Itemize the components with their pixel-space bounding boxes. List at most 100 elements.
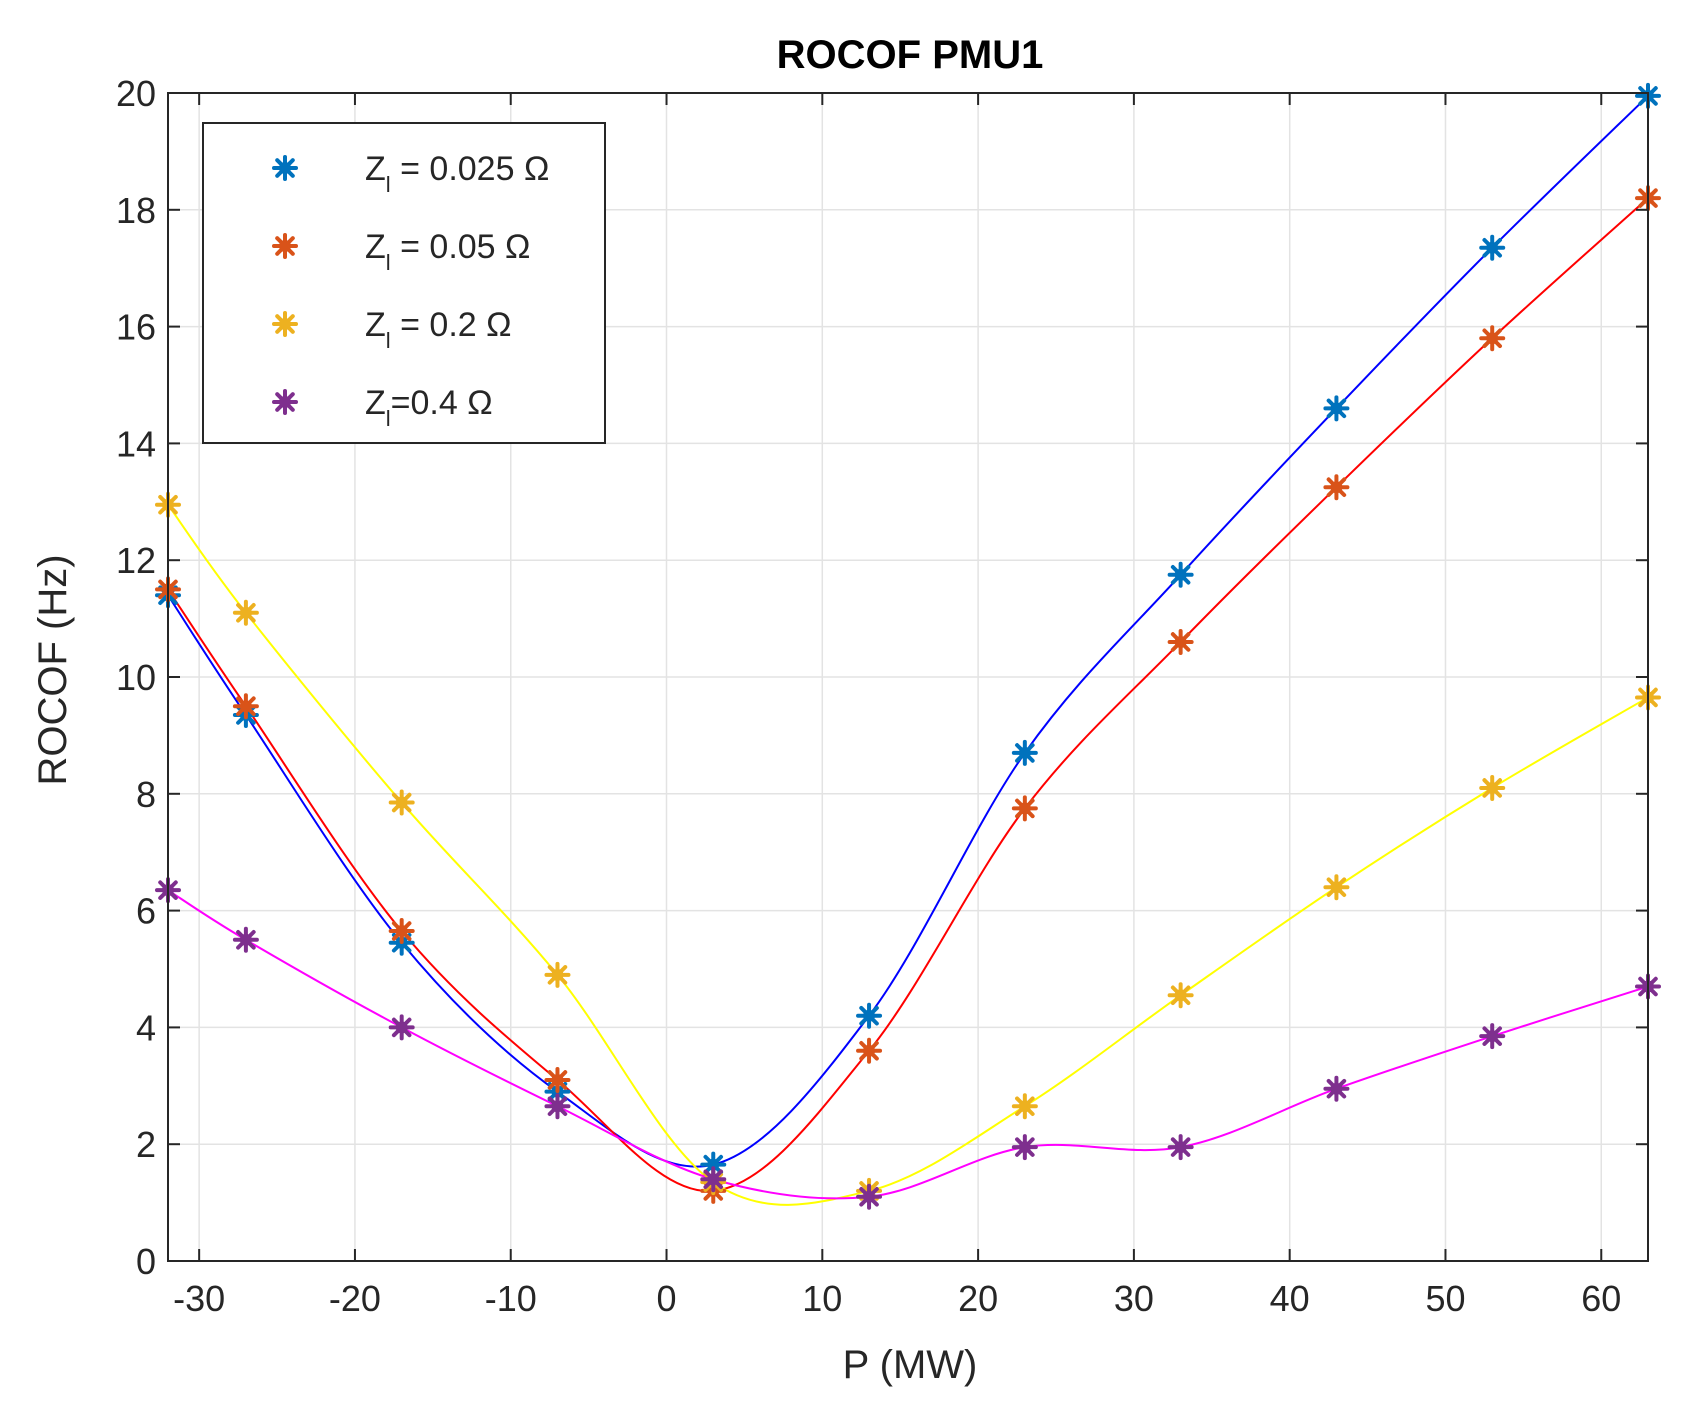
y-tick-label: 4 xyxy=(136,1007,156,1048)
marker-core xyxy=(1174,568,1187,581)
legend: Zl = 0.025 ΩZl = 0.05 ΩZl = 0.2 ΩZl=0.4 … xyxy=(202,122,606,444)
x-axis-label: P (MW) xyxy=(843,1343,978,1387)
legend-label-subscript: l xyxy=(386,172,391,197)
marker-core xyxy=(1330,1082,1343,1095)
plot-area: -30 -20 -10 0 10 20 30 40 50 60 0 2 4 6 8 10 12 14 16 18 20 Z… xyxy=(116,73,1661,1319)
marker-core xyxy=(707,1173,720,1186)
marker-core xyxy=(1486,781,1499,794)
marker-core xyxy=(863,1044,876,1057)
series-1-point xyxy=(1479,234,1506,261)
y-tick-label: 14 xyxy=(116,423,156,464)
legend-box xyxy=(202,122,606,444)
legend-label-value: =0.4 Ω xyxy=(391,384,493,422)
marker-core xyxy=(1174,1141,1187,1154)
series-1-point xyxy=(1011,739,1038,766)
marker-core xyxy=(707,1158,720,1171)
legend-label-subscript: l xyxy=(386,406,391,431)
marker-core xyxy=(279,318,291,330)
y-tick-label: 0 xyxy=(136,1241,156,1282)
legend-label-main: Z xyxy=(365,150,386,188)
marker-core xyxy=(1018,746,1031,759)
marker-core xyxy=(1018,1141,1031,1154)
series-line-2 xyxy=(167,197,1649,1192)
series-4-point xyxy=(1479,1023,1506,1050)
series-1-point xyxy=(856,1002,883,1029)
marker-core xyxy=(1330,481,1343,494)
legend-label-3: Zl = 0.2 Ω xyxy=(365,306,512,353)
series-2-point xyxy=(1479,325,1506,352)
x-tick-label: 10 xyxy=(802,1278,842,1319)
marker-core xyxy=(1486,241,1499,254)
series-1-point xyxy=(1167,561,1194,588)
legend-marker-3 xyxy=(272,311,298,337)
x-tick-label: 0 xyxy=(657,1278,677,1319)
series-4-point xyxy=(1011,1134,1038,1161)
series-3-point xyxy=(232,599,259,626)
chart-title: ROCOF PMU1 xyxy=(777,33,1044,77)
legend-label-value: = 0.025 Ω xyxy=(391,150,550,188)
legend-label-subscript: l xyxy=(386,328,391,353)
legend-label-4: Zl=0.4 Ω xyxy=(365,384,493,431)
x-tick-label: -20 xyxy=(329,1278,381,1319)
legend-marker-2 xyxy=(272,233,298,259)
legend-label-2: Zl = 0.05 Ω xyxy=(365,228,530,275)
marker-core xyxy=(239,700,252,713)
series-4-point xyxy=(544,1093,571,1120)
marker-core xyxy=(279,240,291,252)
series-2-point xyxy=(1323,474,1350,501)
marker-core xyxy=(551,968,564,981)
legend-label-main: Z xyxy=(365,384,386,422)
marker-core xyxy=(239,933,252,946)
legend-marker-4 xyxy=(272,389,298,415)
x-tick-label: 40 xyxy=(1270,1278,1310,1319)
legend-label-main: Z xyxy=(365,228,386,266)
series-4-point xyxy=(1167,1134,1194,1161)
series-1-point xyxy=(1323,395,1350,422)
x-tick-label: 20 xyxy=(958,1278,998,1319)
series-3-point xyxy=(1323,874,1350,901)
series-3-point xyxy=(1167,982,1194,1009)
marker-core xyxy=(395,796,408,809)
marker-core xyxy=(551,1100,564,1113)
x-tick-label: 60 xyxy=(1581,1278,1621,1319)
series-4-point xyxy=(1323,1075,1350,1102)
y-tick-label: 10 xyxy=(116,657,156,698)
x-tick-label: -30 xyxy=(173,1278,225,1319)
series-3-point xyxy=(1479,774,1506,801)
marker-core xyxy=(551,1073,564,1086)
series-3-point xyxy=(388,789,415,816)
marker-core xyxy=(279,162,291,174)
series-4-point xyxy=(700,1166,727,1193)
series-2-point xyxy=(1011,795,1038,822)
legend-label-value: = 0.2 Ω xyxy=(391,306,512,344)
marker-core xyxy=(1330,402,1343,415)
series-2-point xyxy=(388,918,415,945)
marker-core xyxy=(1018,1100,1031,1113)
series-4-point xyxy=(388,1014,415,1041)
marker-core xyxy=(863,1190,876,1203)
series-2-point xyxy=(232,693,259,720)
series-4-point xyxy=(856,1183,883,1210)
marker-core xyxy=(1174,635,1187,648)
y-tick-label: 16 xyxy=(116,307,156,348)
x-tick-label: -10 xyxy=(485,1278,537,1319)
marker-core xyxy=(395,1021,408,1034)
series-2-point xyxy=(856,1037,883,1064)
legend-label-value: = 0.05 Ω xyxy=(391,228,531,266)
marker-core xyxy=(1018,802,1031,815)
y-tick-label: 2 xyxy=(136,1124,156,1165)
y-tick-label: 18 xyxy=(116,190,156,231)
x-tick-label: 50 xyxy=(1425,1278,1465,1319)
legend-marker-1 xyxy=(272,155,298,181)
series-3-point xyxy=(1011,1093,1038,1120)
y-tick-label: 20 xyxy=(116,73,156,114)
legend-label-1: Zl = 0.025 Ω xyxy=(365,150,549,197)
series-2-point xyxy=(1167,628,1194,655)
marker-core xyxy=(395,925,408,938)
y-tick-label: 6 xyxy=(136,891,156,932)
marker-core xyxy=(863,1009,876,1022)
series-line-3 xyxy=(167,504,1649,1206)
series-4-point xyxy=(232,926,259,953)
y-tick-label: 12 xyxy=(116,540,156,581)
